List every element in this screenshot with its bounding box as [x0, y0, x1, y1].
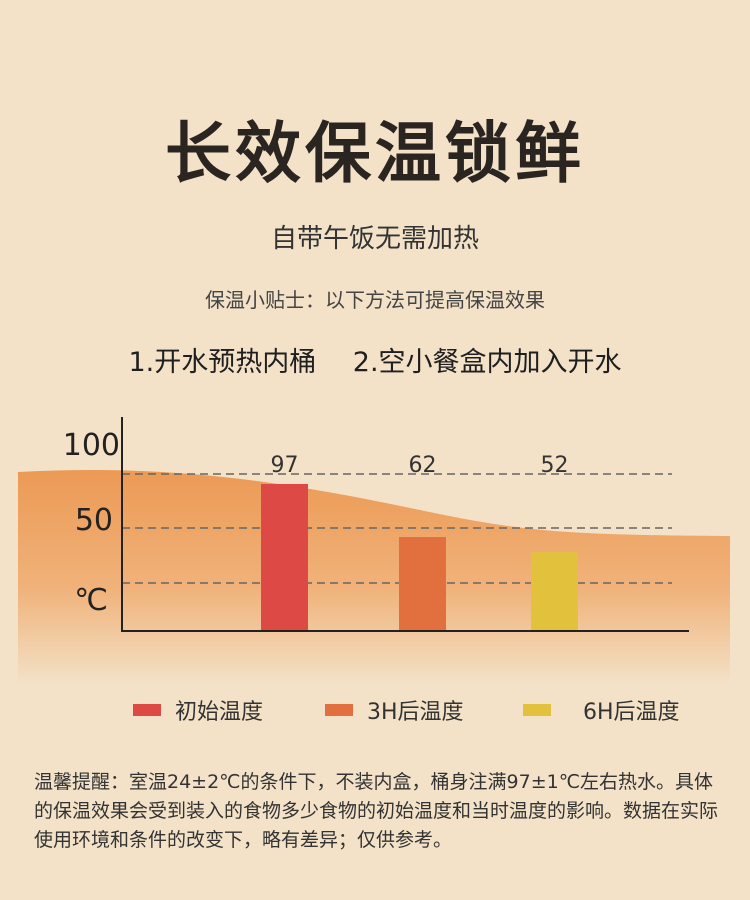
legend-swatch [523, 704, 551, 716]
background-wave [18, 469, 730, 685]
bar-value-label: 97 [271, 453, 299, 478]
methods-line: 1.开水预热内桶 2.空小餐盒内加入开水 [0, 340, 750, 379]
legend-item: 6H后温度 [523, 694, 680, 726]
method-2: 2.空小餐盒内加入开水 [352, 347, 622, 378]
method-1: 1.开水预热内桶 [128, 347, 317, 378]
page-subtitle: 自带午饭无需加热 [270, 224, 479, 254]
legend-label: 初始温度 [175, 700, 264, 725]
y-tick-label: 50 [75, 503, 113, 538]
y-tick-label: 100 [63, 428, 120, 463]
insulation-tip: 保温小贴士：以下方法可提高保温效果 [205, 288, 545, 312]
legend-label: 3H后温度 [367, 700, 464, 725]
legend-label: 6H后温度 [583, 700, 680, 725]
temperature-bar-chart: 100 50 ℃ 97 62 52 [18, 417, 730, 685]
disclaimer-note: 温馨提醒：室温24±2℃的条件下，不装内盒，桶身注满97±1℃左右热水。具体的保… [34, 771, 719, 851]
bar-3 [531, 552, 578, 631]
legend-item: 3H后温度 [325, 694, 464, 726]
bar-2 [399, 537, 446, 631]
legend-item: 初始温度 [133, 694, 263, 726]
legend-swatch [325, 704, 353, 716]
bar-value-label: 52 [541, 453, 569, 478]
legend-swatch [133, 704, 161, 716]
bar-value-label: 62 [409, 453, 437, 478]
page-title: 长效保温锁鲜 [165, 115, 585, 192]
y-tick-label: ℃ [74, 583, 108, 618]
bar-1 [261, 484, 308, 631]
